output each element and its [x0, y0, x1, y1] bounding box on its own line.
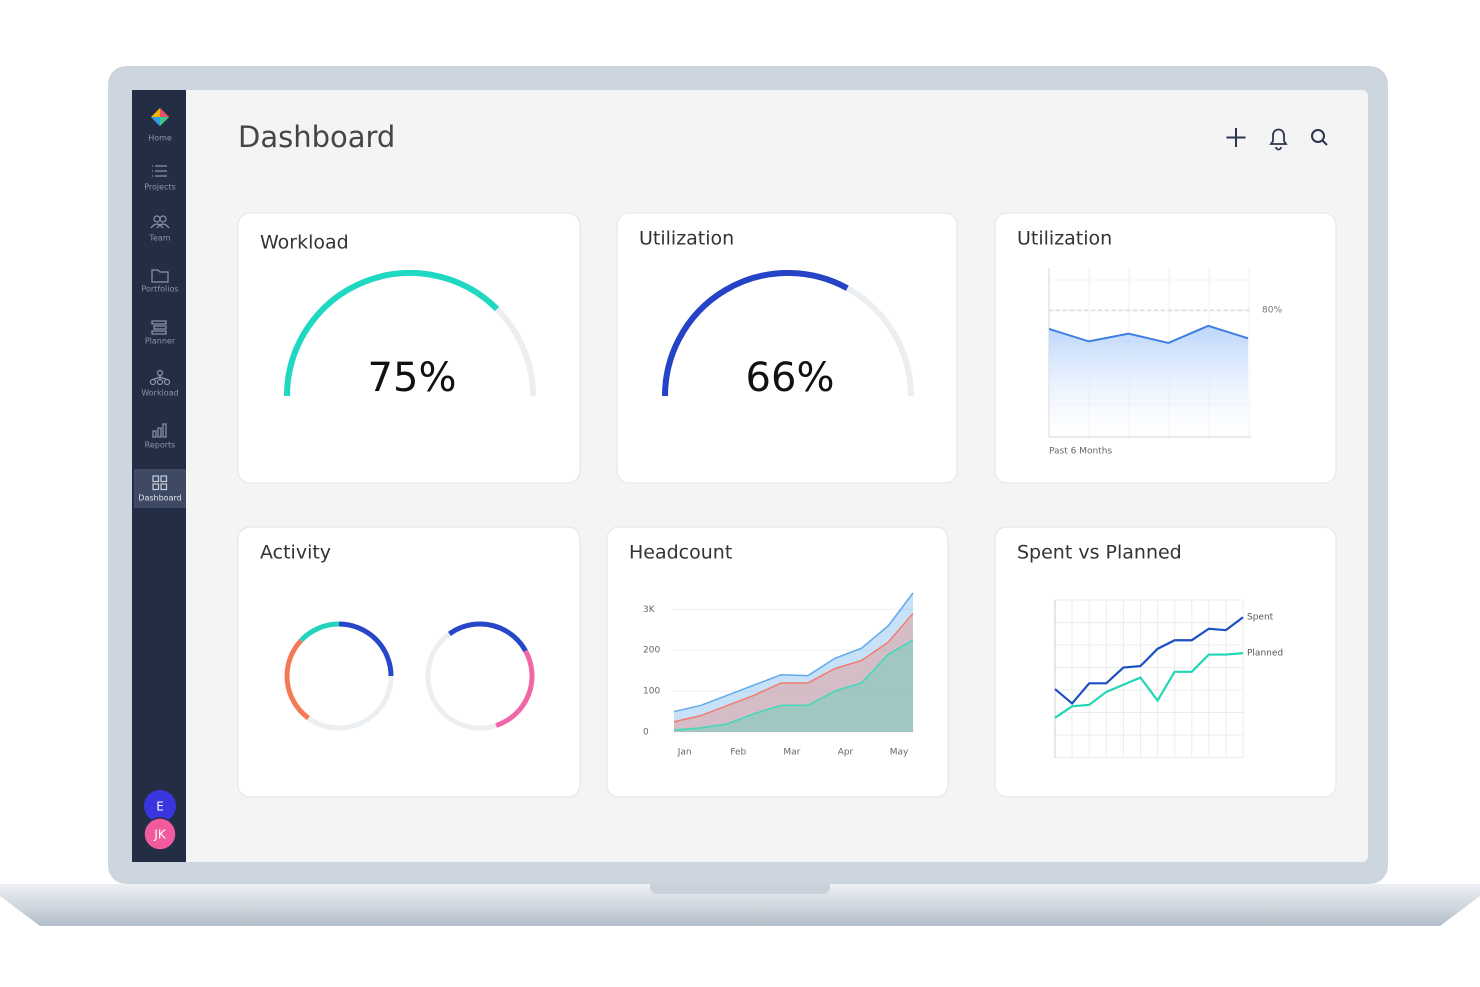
- notifications-button[interactable]: [1269, 128, 1288, 151]
- nav-planner[interactable]: Planner: [145, 337, 176, 346]
- reports-icon: [152, 423, 167, 438]
- gauge-value: [662, 270, 849, 397]
- line: [1048, 324, 1249, 345]
- legend-label: Planned: [1247, 649, 1283, 659]
- avatar-initials: E: [156, 800, 164, 814]
- reference-label: 80%: [1262, 306, 1282, 316]
- team-icon: [150, 215, 170, 229]
- x-tick-label: Feb: [730, 748, 746, 758]
- ring-segment: [284, 638, 310, 721]
- line: [1054, 652, 1244, 719]
- x-tick-label: Jan: [677, 748, 692, 758]
- dashboard-icon: [152, 475, 168, 491]
- line: [673, 592, 914, 713]
- ring-segment: [299, 621, 340, 643]
- portfolios-icon: [151, 269, 169, 283]
- x-tick-label: Apr: [838, 748, 854, 758]
- ring-segment: [495, 649, 535, 728]
- logo: [151, 108, 169, 126]
- laptop-base: [0, 884, 1480, 926]
- area: [1049, 325, 1248, 435]
- area: [674, 593, 913, 732]
- search-button[interactable]: [1311, 129, 1328, 146]
- gauge-label: 75%: [368, 355, 457, 401]
- nav-team[interactable]: Team: [148, 234, 170, 243]
- card: [994, 526, 1337, 798]
- card: [237, 212, 581, 484]
- card: [237, 526, 581, 798]
- x-axis-label: Past 6 Months: [1049, 447, 1112, 457]
- card: [616, 212, 958, 484]
- x-tick-label: Mar: [783, 748, 800, 758]
- ring-segment: [479, 621, 528, 653]
- ring-segment: [447, 621, 481, 637]
- card-title: Workload: [260, 232, 349, 254]
- nav-active-bg: [134, 469, 186, 508]
- card-title: Headcount: [629, 542, 732, 564]
- nav-home[interactable]: Home: [148, 134, 172, 143]
- y-tick-label: 200: [643, 646, 660, 656]
- nav-projects[interactable]: Projects: [144, 183, 176, 192]
- avatar-initials: JK: [153, 828, 167, 842]
- area: [674, 640, 913, 732]
- card-title: Spent vs Planned: [1017, 542, 1182, 564]
- cards: Workload 75% Utilization 66% Utilization 80% P…: [237, 212, 1337, 798]
- gauge-value: [284, 270, 500, 397]
- card-title: Utilization: [639, 228, 734, 250]
- ring-segment: [338, 621, 394, 677]
- ring-segment: [425, 631, 497, 731]
- ring-segment: [306, 675, 394, 731]
- legend-label: Spent: [1247, 613, 1274, 623]
- nav-workload[interactable]: Workload: [141, 389, 178, 398]
- y-tick-label: 3K: [643, 605, 656, 615]
- area: [674, 613, 913, 732]
- y-tick-label: 100: [643, 687, 660, 697]
- nav-portfolios[interactable]: Portfolios: [141, 285, 178, 294]
- line: [673, 612, 914, 723]
- nav-reports[interactable]: Reports: [145, 441, 176, 450]
- line: [1054, 616, 1244, 705]
- nav-dashboard[interactable]: Dashboard: [138, 494, 181, 503]
- avatar[interactable]: [144, 790, 176, 822]
- planner-icon: [151, 320, 167, 335]
- card: [606, 526, 949, 798]
- gauge-label: 66%: [746, 355, 835, 401]
- card-title: Activity: [260, 542, 331, 564]
- projects-icon: [152, 165, 167, 177]
- card-title: Utilization: [1017, 228, 1112, 250]
- x-tick-label: May: [890, 748, 909, 758]
- avatar[interactable]: [143, 817, 177, 851]
- workload-icon: [149, 369, 171, 386]
- y-tick-label: 0: [643, 728, 649, 738]
- add-button[interactable]: [1226, 128, 1246, 147]
- line: [673, 639, 914, 731]
- page-title: Dashboard: [238, 120, 395, 154]
